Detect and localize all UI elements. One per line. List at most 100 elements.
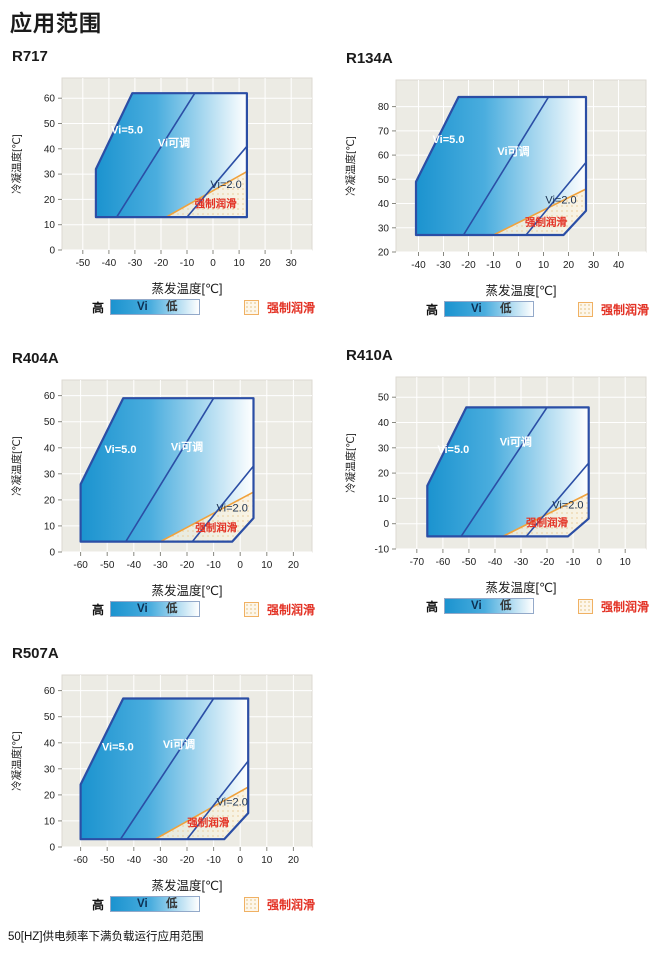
svg-text:10: 10 xyxy=(44,220,56,231)
svg-text:-10: -10 xyxy=(180,258,195,269)
svg-text:30: 30 xyxy=(588,260,600,271)
svg-text:20: 20 xyxy=(378,248,390,259)
legend-high-label: 高 xyxy=(426,302,439,317)
svg-text:Vi可调: Vi可调 xyxy=(171,439,203,453)
legend-r507a: 高 Vi 低 强制润滑 xyxy=(92,896,336,912)
svg-text:20: 20 xyxy=(563,260,575,271)
forced-lube-label: 强制润滑 xyxy=(601,599,650,614)
svg-text:Vi可调: Vi可调 xyxy=(163,737,195,751)
svg-text:0: 0 xyxy=(49,246,55,257)
svg-text:Vi=2.0: Vi=2.0 xyxy=(545,195,576,207)
chart-canvas-r404a: -60 -50 -40 -30 -20 -10 0 10 20 0 10 20 30 40 50 60 Vi=5… xyxy=(6,374,324,580)
forced-lube-label: 强制润滑 xyxy=(267,897,316,912)
svg-text:-10: -10 xyxy=(206,855,221,866)
svg-text:20: 20 xyxy=(288,560,300,571)
svg-text:-40: -40 xyxy=(488,557,503,568)
chart-block-r410a: R410A -70 -60 -50 -40 -30 -20 -10 0 10 -10 0 10 20 30… xyxy=(340,347,670,614)
svg-text:40: 40 xyxy=(44,738,56,749)
x-axis-label-r717: 蒸发温度[℃] xyxy=(151,282,223,296)
legend-vi-label: Vi xyxy=(137,603,148,615)
forced-lube-swatch xyxy=(244,299,260,315)
svg-text:-60: -60 xyxy=(436,557,451,568)
svg-text:0: 0 xyxy=(210,258,216,269)
chart-title-r404a: R404A xyxy=(12,350,59,367)
svg-text:-20: -20 xyxy=(540,557,555,568)
chart-canvas-r507a: -60 -50 -40 -30 -20 -10 0 10 20 0 10 20 30 40 50 60 Vi=5… xyxy=(6,669,324,875)
svg-text:冷凝温度[℃]: 冷凝温度[℃] xyxy=(10,436,23,496)
legend-vi-label: Vi xyxy=(137,301,148,313)
svg-text:-10: -10 xyxy=(486,260,501,271)
svg-text:-40: -40 xyxy=(127,560,142,571)
svg-text:20: 20 xyxy=(44,495,56,506)
svg-text:10: 10 xyxy=(261,560,273,571)
svg-text:-20: -20 xyxy=(180,855,195,866)
legend-low-label: 低 xyxy=(166,898,178,910)
svg-text:Vi可调: Vi可调 xyxy=(500,434,532,448)
svg-text:50: 50 xyxy=(44,119,56,130)
legend-high-label: 高 xyxy=(92,897,105,912)
page-title: 应用范围 xyxy=(10,11,103,36)
forced-lube-label: 强制润滑 xyxy=(601,302,650,317)
chart-canvas-r410a: -70 -60 -50 -40 -30 -20 -10 0 10 -10 0 10 20 30 40 50 Vi… xyxy=(340,371,658,577)
svg-text:0: 0 xyxy=(237,855,243,866)
svg-text:-30: -30 xyxy=(514,557,529,568)
chart-title-r134a: R134A xyxy=(346,50,393,67)
svg-text:0: 0 xyxy=(596,557,602,568)
svg-text:Vi=2.0: Vi=2.0 xyxy=(217,503,248,515)
svg-text:-40: -40 xyxy=(411,260,426,271)
svg-text:80: 80 xyxy=(378,102,390,113)
svg-text:-50: -50 xyxy=(76,258,91,269)
svg-text:40: 40 xyxy=(378,199,390,210)
svg-text:0: 0 xyxy=(49,843,55,854)
svg-text:-30: -30 xyxy=(436,260,451,271)
legend-vi-label: Vi xyxy=(137,898,148,910)
legend-vi-label: Vi xyxy=(471,303,482,315)
svg-text:40: 40 xyxy=(44,144,56,155)
svg-text:0: 0 xyxy=(49,548,55,559)
svg-text:Vi=2.0: Vi=2.0 xyxy=(210,179,241,191)
svg-text:Vi=2.0: Vi=2.0 xyxy=(552,500,583,512)
chart-title-r507a: R507A xyxy=(12,645,59,662)
vi-gradient-bar: Vi 低 xyxy=(110,299,201,315)
chart-block-r717: R717 -50 -40 -30 -20 -10 0 10 20 30 0 10 20 30 40 50 60… xyxy=(6,48,336,315)
svg-text:Vi=2.0: Vi=2.0 xyxy=(217,796,248,808)
svg-text:-30: -30 xyxy=(153,855,168,866)
footnote: 50[HZ]供电频率下满负载运行应用范围 xyxy=(8,931,204,943)
svg-text:冷凝温度[℃]: 冷凝温度[℃] xyxy=(344,136,357,196)
vi-gradient-bar: Vi 低 xyxy=(110,896,201,912)
svg-text:-50: -50 xyxy=(100,855,115,866)
svg-text:30: 30 xyxy=(44,469,56,480)
svg-text:0: 0 xyxy=(383,519,389,530)
svg-text:强制润滑: 强制润滑 xyxy=(526,516,568,529)
svg-text:冷凝温度[℃]: 冷凝温度[℃] xyxy=(10,731,23,791)
svg-text:50: 50 xyxy=(44,712,56,723)
svg-text:Vi=5.0: Vi=5.0 xyxy=(105,444,137,456)
svg-text:-50: -50 xyxy=(462,557,477,568)
legend-low-label: 低 xyxy=(500,600,512,612)
svg-text:-50: -50 xyxy=(100,560,115,571)
svg-text:-70: -70 xyxy=(410,557,425,568)
svg-text:-20: -20 xyxy=(461,260,476,271)
svg-text:-60: -60 xyxy=(73,560,88,571)
forced-lube-label: 强制润滑 xyxy=(267,300,316,315)
legend-high-label: 高 xyxy=(92,300,105,315)
svg-text:40: 40 xyxy=(44,443,56,454)
svg-text:50: 50 xyxy=(378,393,390,404)
svg-text:0: 0 xyxy=(237,560,243,571)
svg-text:20: 20 xyxy=(44,195,56,206)
vi-gradient-bar: Vi 低 xyxy=(444,301,535,317)
svg-text:10: 10 xyxy=(44,816,56,827)
legend-high-label: 高 xyxy=(92,602,105,617)
svg-text:强制润滑: 强制润滑 xyxy=(195,521,237,534)
svg-text:-20: -20 xyxy=(180,560,195,571)
svg-text:60: 60 xyxy=(44,94,56,105)
svg-text:强制润滑: 强制润滑 xyxy=(195,197,237,210)
svg-text:-40: -40 xyxy=(127,855,142,866)
svg-text:Vi=5.0: Vi=5.0 xyxy=(433,134,465,146)
svg-text:10: 10 xyxy=(378,494,390,505)
vi-gradient-bar: Vi 低 xyxy=(444,598,535,614)
svg-text:Vi=5.0: Vi=5.0 xyxy=(102,742,134,754)
chart-block-r404a: R404A -60 -50 -40 -30 -20 -10 0 10 20 0 10 20 30 40 50… xyxy=(6,350,336,617)
forced-lube-swatch xyxy=(578,598,594,614)
